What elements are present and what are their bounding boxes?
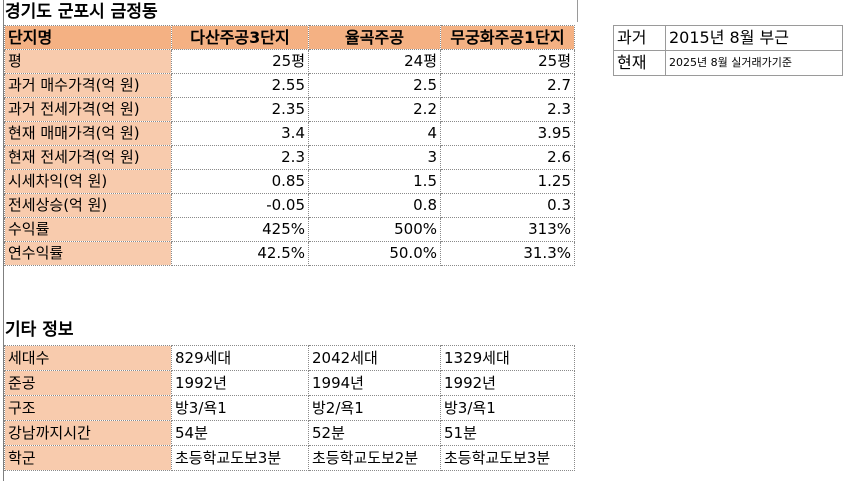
value-cell[interactable]: 초등학교도보2분 xyxy=(308,445,441,471)
value-cell[interactable]: 2.2 xyxy=(308,97,441,122)
table-row: 현재 2025년 8월 실거래가기준 xyxy=(613,50,843,76)
row-label-cell[interactable]: 강남까지시간 xyxy=(4,420,172,446)
row-label-cell[interactable]: 평 xyxy=(4,49,172,74)
value-cell[interactable]: 425% xyxy=(171,217,309,242)
value-cell[interactable]: 25평 xyxy=(440,49,575,74)
value-cell[interactable]: 2.3 xyxy=(171,145,309,170)
value-cell[interactable]: 42.5% xyxy=(171,241,309,266)
value-cell[interactable]: 2042세대 xyxy=(308,345,441,371)
value-cell[interactable]: 방3/욕1 xyxy=(171,395,309,421)
price-comparison-table: 단지명 다산주공3단지 율곡주공 무궁화주공1단지 평 25평 24평 25평 … xyxy=(4,25,575,266)
period-reference-table: 과거 2015년 8월 부근 현재 2025년 8월 실거래가기준 xyxy=(613,25,843,76)
period-label-cell[interactable]: 현재 xyxy=(613,50,666,76)
value-cell[interactable]: 3.4 xyxy=(171,121,309,146)
row-label-cell[interactable]: 구조 xyxy=(4,395,172,421)
table-header-row: 단지명 다산주공3단지 율곡주공 무궁화주공1단지 xyxy=(4,25,575,50)
row-label-cell[interactable]: 학군 xyxy=(4,445,172,471)
row-label-cell[interactable]: 시세차익(억 원) xyxy=(4,169,172,194)
value-cell[interactable]: 1994년 xyxy=(308,370,441,396)
value-cell[interactable]: -0.05 xyxy=(171,193,309,218)
value-cell[interactable]: 2.5 xyxy=(308,73,441,98)
value-cell[interactable]: 2.6 xyxy=(440,145,575,170)
value-cell[interactable]: 0.85 xyxy=(171,169,309,194)
table-row: 강남까지시간 54분 52분 51분 xyxy=(4,420,575,446)
value-cell[interactable]: 3 xyxy=(308,145,441,170)
sheet-cell-divider xyxy=(577,0,578,22)
page-title: 경기도 군포시 금정동 xyxy=(5,2,158,22)
row-label-cell[interactable]: 과거 전세가격(억 원) xyxy=(4,97,172,122)
value-cell[interactable]: 52분 xyxy=(308,420,441,446)
row-label-cell[interactable]: 전세상승(억 원) xyxy=(4,193,172,218)
value-cell[interactable]: 51분 xyxy=(440,420,575,446)
value-cell[interactable]: 2.55 xyxy=(171,73,309,98)
value-cell[interactable]: 31.3% xyxy=(440,241,575,266)
sheet-left-border xyxy=(3,0,4,481)
table-row: 평 25평 24평 25평 xyxy=(4,49,575,74)
value-cell[interactable]: 313% xyxy=(440,217,575,242)
row-label-cell[interactable]: 연수익률 xyxy=(4,241,172,266)
header-label-cell[interactable]: 단지명 xyxy=(4,25,172,50)
value-cell[interactable]: 25평 xyxy=(171,49,309,74)
period-value-cell[interactable]: 2015년 8월 부근 xyxy=(665,25,843,51)
period-label-cell[interactable]: 과거 xyxy=(613,25,666,51)
value-cell[interactable]: 방2/욕1 xyxy=(308,395,441,421)
value-cell[interactable]: 4 xyxy=(308,121,441,146)
table-row: 시세차익(억 원) 0.85 1.5 1.25 xyxy=(4,169,575,194)
row-label-cell[interactable]: 현재 전세가격(억 원) xyxy=(4,145,172,170)
table-row: 과거 전세가격(억 원) 2.35 2.2 2.3 xyxy=(4,97,575,122)
header-cell[interactable]: 율곡주공 xyxy=(308,25,441,50)
value-cell[interactable]: 0.3 xyxy=(440,193,575,218)
table-row: 수익률 425% 500% 313% xyxy=(4,217,575,242)
row-label-cell[interactable]: 현재 매매가격(억 원) xyxy=(4,121,172,146)
value-cell[interactable]: 1.25 xyxy=(440,169,575,194)
other-info-table: 세대수 829세대 2042세대 1329세대 준공 1992년 1994년 1… xyxy=(4,345,575,471)
table-row: 구조 방3/욕1 방2/욕1 방3/욕1 xyxy=(4,395,575,421)
value-cell[interactable]: 1329세대 xyxy=(440,345,575,371)
header-cell[interactable]: 무궁화주공1단지 xyxy=(440,25,575,50)
value-cell[interactable]: 54분 xyxy=(171,420,309,446)
value-cell[interactable]: 24평 xyxy=(308,49,441,74)
value-cell[interactable]: 829세대 xyxy=(171,345,309,371)
table-row: 전세상승(억 원) -0.05 0.8 0.3 xyxy=(4,193,575,218)
value-cell[interactable]: 2.7 xyxy=(440,73,575,98)
table-row: 과거 2015년 8월 부근 xyxy=(613,25,843,51)
table-row: 현재 전세가격(억 원) 2.3 3 2.6 xyxy=(4,145,575,170)
table-row: 현재 매매가격(억 원) 3.4 4 3.95 xyxy=(4,121,575,146)
value-cell[interactable]: 3.95 xyxy=(440,121,575,146)
section-title: 기타 정보 xyxy=(5,320,74,340)
value-cell[interactable]: 1992년 xyxy=(171,370,309,396)
value-cell[interactable]: 초등학교도보3분 xyxy=(440,445,575,471)
value-cell[interactable]: 500% xyxy=(308,217,441,242)
value-cell[interactable]: 2.35 xyxy=(171,97,309,122)
header-cell[interactable]: 다산주공3단지 xyxy=(171,25,309,50)
row-label-cell[interactable]: 준공 xyxy=(4,370,172,396)
value-cell[interactable]: 방3/욕1 xyxy=(440,395,575,421)
table-row: 과거 매수가격(억 원) 2.55 2.5 2.7 xyxy=(4,73,575,98)
table-row: 학군 초등학교도보3분 초등학교도보2분 초등학교도보3분 xyxy=(4,445,575,471)
table-row: 준공 1992년 1994년 1992년 xyxy=(4,370,575,396)
value-cell[interactable]: 1992년 xyxy=(440,370,575,396)
value-cell[interactable]: 50.0% xyxy=(308,241,441,266)
period-value-cell[interactable]: 2025년 8월 실거래가기준 xyxy=(665,50,843,76)
table-row: 연수익률 42.5% 50.0% 31.3% xyxy=(4,241,575,266)
value-cell[interactable]: 0.8 xyxy=(308,193,441,218)
value-cell[interactable]: 2.3 xyxy=(440,97,575,122)
value-cell[interactable]: 1.5 xyxy=(308,169,441,194)
row-label-cell[interactable]: 과거 매수가격(억 원) xyxy=(4,73,172,98)
value-cell[interactable]: 초등학교도보3분 xyxy=(171,445,309,471)
table-row: 세대수 829세대 2042세대 1329세대 xyxy=(4,345,575,371)
row-label-cell[interactable]: 수익률 xyxy=(4,217,172,242)
row-label-cell[interactable]: 세대수 xyxy=(4,345,172,371)
